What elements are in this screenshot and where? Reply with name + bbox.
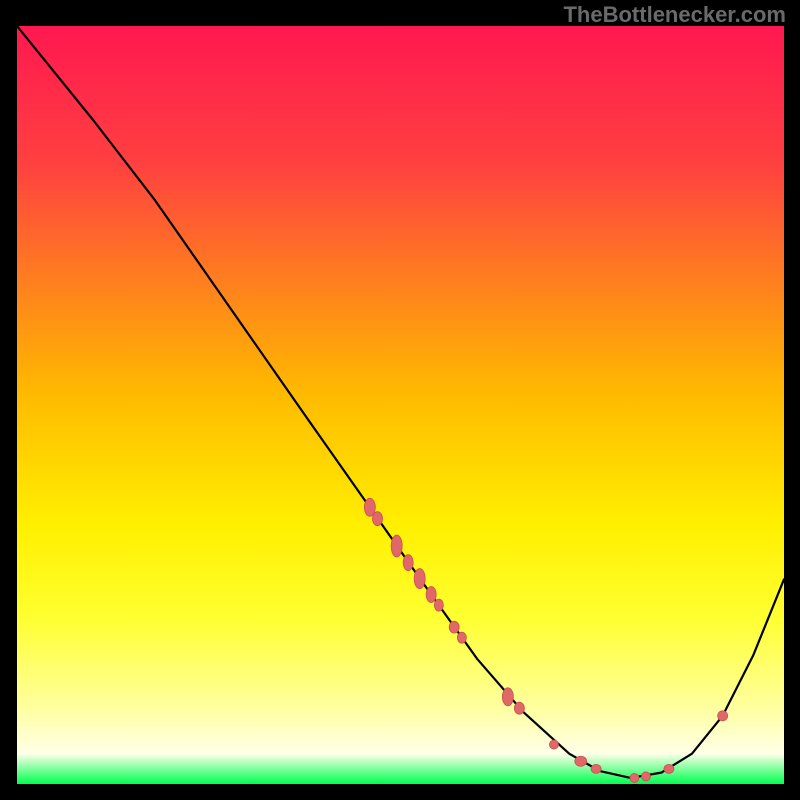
marker-dot: [403, 555, 413, 571]
watermark-text: TheBottlenecker.com: [563, 2, 786, 28]
marker-dot: [549, 740, 558, 749]
marker-dot: [664, 764, 674, 773]
marker-dot: [426, 587, 436, 603]
marker-dot: [372, 512, 382, 526]
marker-dot: [575, 756, 587, 766]
marker-dot: [434, 599, 443, 611]
gradient-background: [17, 26, 784, 784]
marker-dot: [457, 632, 466, 643]
marker-dot: [718, 711, 728, 721]
marker-dot: [641, 772, 650, 781]
marker-dot: [591, 764, 601, 773]
marker-dot: [414, 569, 425, 589]
marker-dot: [449, 621, 459, 633]
chart-frame: TheBottlenecker.com: [0, 0, 800, 800]
marker-dot: [391, 535, 402, 557]
marker-dot: [502, 688, 513, 706]
plot-area: [17, 26, 784, 784]
marker-dot: [514, 702, 524, 714]
marker-dot: [630, 773, 639, 782]
chart-svg: [17, 26, 784, 784]
